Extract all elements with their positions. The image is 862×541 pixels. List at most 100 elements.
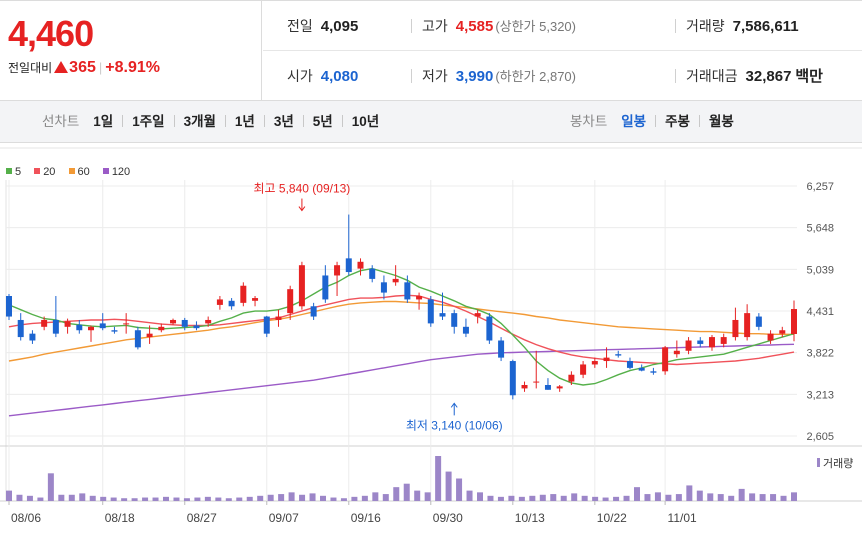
legend-label: 5 bbox=[15, 166, 22, 178]
candle-body bbox=[568, 374, 575, 382]
period-1y-button[interactable]: 1년 bbox=[234, 114, 255, 129]
candle bbox=[52, 296, 59, 338]
candle-body bbox=[146, 333, 153, 338]
candle-body bbox=[416, 296, 423, 300]
volume-bar bbox=[539, 494, 546, 501]
candle-body bbox=[474, 313, 481, 317]
legend-ma120: 120 bbox=[102, 166, 131, 178]
volume-bar bbox=[414, 490, 421, 501]
high-annotation-label: 최고 5,840 (09/13) bbox=[254, 182, 351, 196]
volume-bar bbox=[581, 495, 588, 501]
candle-body bbox=[240, 285, 247, 303]
candle-body bbox=[52, 319, 59, 334]
stats-panel: 전일 4,095 고가 4,585 (상한가 5,320) 거래량 7,586,611 … bbox=[263, 1, 862, 101]
candle bbox=[755, 313, 762, 331]
volume-bar bbox=[299, 494, 306, 501]
volume-bar bbox=[613, 496, 620, 501]
volume-bar bbox=[686, 485, 693, 501]
legend-label: 60 bbox=[77, 166, 90, 178]
candle-body bbox=[181, 319, 188, 327]
volume-bar bbox=[163, 496, 169, 501]
change-rate: +8.91% bbox=[105, 59, 160, 76]
y-tick-label: 6,257 bbox=[806, 181, 834, 193]
weekly-candle-button[interactable]: 주봉 bbox=[665, 114, 690, 129]
volume-bar bbox=[654, 492, 661, 501]
chart-axes: 6,257 5,648 5,039 4,431 3,822 3,213 2,605 08/06… bbox=[11, 181, 853, 525]
candle bbox=[591, 357, 598, 368]
candle-body bbox=[791, 309, 797, 335]
x-tick-label: 11/01 bbox=[668, 511, 697, 525]
quote-header: 4,460 전일대비 365 | +8.91% 전일 4,095 고가 4,585 (상한가… bbox=[0, 0, 862, 101]
volume-legend-label: 거래량 bbox=[823, 457, 853, 470]
divider bbox=[411, 19, 412, 33]
candle bbox=[720, 333, 727, 348]
candle-body bbox=[275, 316, 282, 320]
candle-body bbox=[498, 340, 505, 358]
candle bbox=[193, 321, 200, 331]
candle-body bbox=[64, 321, 71, 327]
volume-bar bbox=[288, 492, 295, 501]
monthly-candle-button[interactable]: 월봉 bbox=[708, 114, 734, 129]
volume-bar bbox=[58, 494, 65, 501]
up-triangle-icon bbox=[54, 61, 69, 73]
volume-bar bbox=[759, 494, 766, 501]
candle-body bbox=[6, 296, 12, 317]
daily-candle-button[interactable]: 일봉 bbox=[621, 114, 647, 129]
volume-bar bbox=[592, 496, 599, 501]
candle-body bbox=[486, 316, 493, 341]
candle-body bbox=[533, 381, 540, 383]
candle bbox=[603, 347, 610, 368]
candle bbox=[369, 265, 376, 283]
candle-body bbox=[767, 333, 774, 341]
candle bbox=[427, 296, 434, 327]
candle-body bbox=[298, 265, 305, 307]
candle bbox=[486, 313, 493, 344]
volume-bar bbox=[602, 497, 609, 501]
period-3m-button[interactable]: 3개월 bbox=[183, 114, 216, 129]
candle-body bbox=[369, 268, 376, 279]
current-price: 4,460 bbox=[8, 13, 94, 54]
candle-body bbox=[76, 324, 83, 331]
candle bbox=[615, 350, 622, 358]
candle bbox=[708, 335, 715, 351]
candle bbox=[99, 313, 106, 331]
candle bbox=[134, 326, 141, 350]
open-label: 시가 bbox=[287, 68, 313, 84]
candle bbox=[6, 293, 12, 320]
candle-body bbox=[310, 306, 317, 317]
candle bbox=[791, 300, 797, 342]
low-label: 저가 bbox=[422, 68, 448, 84]
y-tick-label: 3,213 bbox=[806, 389, 834, 401]
candle bbox=[638, 364, 645, 372]
candle-body bbox=[287, 289, 294, 314]
candle bbox=[322, 265, 329, 303]
candle-body bbox=[334, 265, 341, 276]
divider: | bbox=[98, 60, 103, 75]
period-5y-button[interactable]: 5년 bbox=[312, 114, 333, 129]
candle-body bbox=[205, 319, 212, 324]
period-1w-button[interactable]: 1주일 bbox=[132, 114, 165, 129]
candle-body bbox=[88, 326, 95, 331]
period-3y-button[interactable]: 3년 bbox=[273, 114, 294, 129]
period-1d-button[interactable]: 1일 bbox=[93, 114, 114, 129]
volume-bar bbox=[37, 497, 44, 501]
divider bbox=[675, 19, 676, 33]
lower-limit-note: (하한가 2,870) bbox=[495, 69, 576, 84]
period-10y-button[interactable]: 10년 bbox=[351, 114, 380, 129]
volume-bar bbox=[403, 483, 410, 501]
volume-bar bbox=[225, 498, 232, 501]
upper-limit-note: (상한가 5,320) bbox=[495, 19, 576, 34]
legend-label: 120 bbox=[111, 166, 131, 178]
price-summary: 4,460 전일대비 365 | +8.91% bbox=[0, 1, 262, 101]
candle-body bbox=[673, 350, 680, 355]
candle-body bbox=[228, 300, 235, 307]
volume-bar bbox=[770, 494, 777, 501]
candle bbox=[662, 345, 669, 375]
candle-body bbox=[404, 282, 411, 300]
volume-bar bbox=[215, 497, 222, 501]
candle-body bbox=[123, 323, 130, 325]
candle bbox=[673, 340, 680, 358]
ma5-line bbox=[8, 267, 795, 386]
volume-bar bbox=[518, 496, 525, 501]
